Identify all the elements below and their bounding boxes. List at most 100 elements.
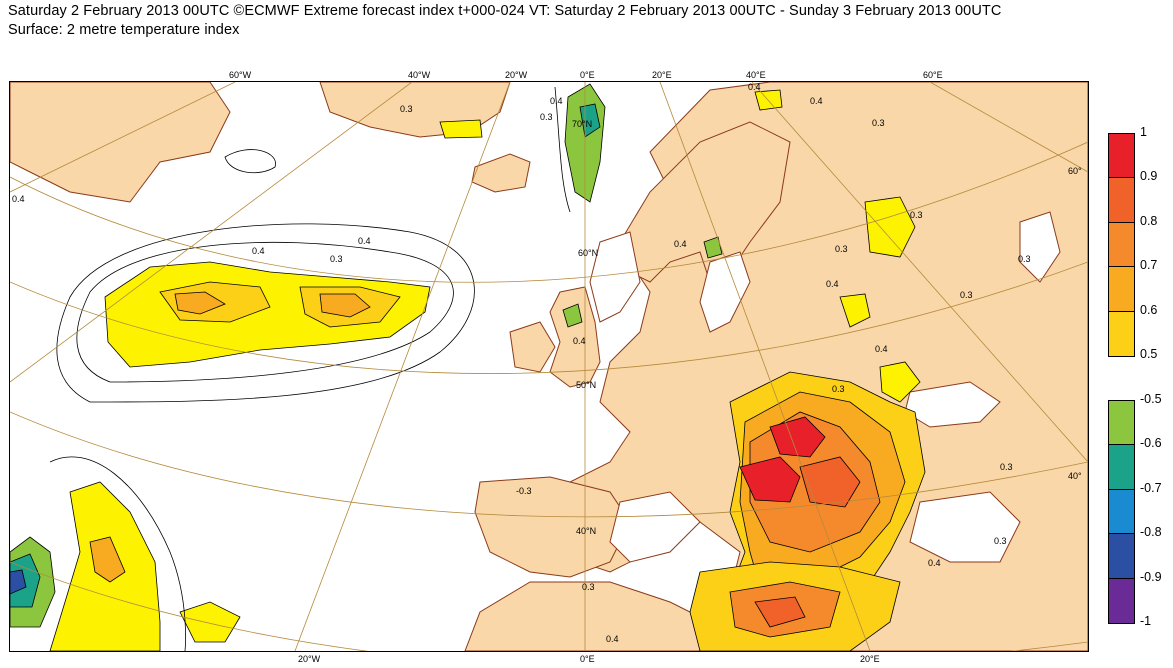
lon-label-top: 60°W xyxy=(229,70,252,80)
anomaly-russia-3 xyxy=(754,89,783,111)
map-canvas: 0.3 0.4 0.3 0.4 0.3 0.4 0.3 0.4 0.3 0.4 … xyxy=(10,82,1088,651)
contour-label: 0.3 xyxy=(1018,254,1031,264)
land-iberia xyxy=(474,476,631,578)
contour-label: 0.4 xyxy=(573,336,586,346)
anomaly-ukraine xyxy=(879,361,921,403)
contour-label: 0.3 xyxy=(1000,462,1013,472)
lon-60w xyxy=(10,82,236,193)
anomaly-layer xyxy=(10,83,926,651)
land-greenland xyxy=(319,82,511,138)
lat-50n xyxy=(10,261,1088,374)
legend-label: 0.9 xyxy=(1140,169,1158,184)
sea-mediterranean-east xyxy=(909,491,1021,563)
sea-layer xyxy=(589,211,1061,563)
lon-label-top: 20°W xyxy=(505,70,528,80)
legend-swatch xyxy=(1108,444,1135,490)
land-great-britain xyxy=(549,286,601,388)
lon-20e xyxy=(659,82,871,651)
legend-label: -0.7 xyxy=(1140,480,1162,495)
contour-lines xyxy=(49,86,571,651)
legend-swatch xyxy=(1108,266,1135,312)
contour-label: 0.4 xyxy=(358,236,371,246)
contour-labels: 0.3 0.4 0.3 0.4 0.3 0.4 0.3 0.4 0.3 0.4 … xyxy=(12,82,1082,644)
legend-swatch xyxy=(1108,533,1135,579)
lon-label-top: 40°E xyxy=(746,70,766,80)
legend-label: -0.6 xyxy=(1140,436,1162,451)
contour-atlantic xyxy=(76,241,454,383)
lat-label-inner: 70°N xyxy=(572,119,592,129)
contour-label: 0.3 xyxy=(994,536,1007,546)
legend-swatch xyxy=(1108,310,1135,357)
contour-label: 0.4 xyxy=(550,96,563,106)
lat-30n xyxy=(10,561,1088,651)
legend-swatch xyxy=(1108,400,1135,446)
lon-label-bottom: 20°E xyxy=(860,654,880,664)
contour-label: 0.4 xyxy=(810,96,823,106)
contour-label: 0.3 xyxy=(872,118,885,128)
sea-mediterranean-west xyxy=(609,491,701,563)
contour-label: 0.3 xyxy=(832,384,845,394)
legend-label: -0.8 xyxy=(1140,525,1162,540)
contour-label: 0.4 xyxy=(12,194,25,204)
land-labrador xyxy=(10,82,231,203)
legend-label: -0.9 xyxy=(1140,569,1162,584)
lat-label-inner: 50°N xyxy=(576,380,596,390)
map-area: 0.3 0.4 0.3 0.4 0.3 0.4 0.3 0.4 0.3 0.4 … xyxy=(9,81,1089,652)
title-line-1: Saturday 2 February 2013 00UTC ©ECMWF Ex… xyxy=(8,3,1002,19)
lon-label-top: 40°W xyxy=(408,70,431,80)
legend-label: 0.7 xyxy=(1140,258,1158,273)
legend-label: 0.8 xyxy=(1140,213,1158,228)
anomaly-west-blue xyxy=(10,569,27,595)
contour-atlantic-outer xyxy=(56,223,475,403)
anomaly-sw-core xyxy=(89,536,126,583)
contour-label: 0.3 xyxy=(582,582,595,592)
lon-20w xyxy=(294,82,511,651)
anomaly-balkans-core2 xyxy=(739,456,801,503)
land-layer xyxy=(10,82,1088,651)
lat-label-inner: 40°N xyxy=(576,526,596,536)
anomaly-west-teal xyxy=(10,553,41,608)
anomaly-russia-1 xyxy=(864,196,916,258)
sea-baltic xyxy=(699,251,751,333)
lon-label-top: 0°E xyxy=(580,70,595,80)
contour-label: 0.3 xyxy=(400,104,413,114)
lon-label-bottom: 0°E xyxy=(580,654,595,664)
lon-label-top: 60°E xyxy=(923,70,943,80)
contour-label: 0.4 xyxy=(606,634,619,644)
anomaly-atlantic-core4 xyxy=(319,293,371,318)
legend-label: -1 xyxy=(1140,614,1152,628)
title-line-2: Surface: 2 metre temperature index xyxy=(8,22,240,38)
legend-label: 0.5 xyxy=(1140,347,1158,361)
land-ireland xyxy=(509,321,556,373)
legend-swatch xyxy=(1108,221,1135,268)
contour-label: 0.4 xyxy=(875,344,888,354)
legend-label: 1 xyxy=(1140,125,1147,139)
legend-label: 0.6 xyxy=(1140,302,1158,317)
lon-40w xyxy=(10,82,413,383)
sea-north xyxy=(589,231,641,323)
lat-label-right: 60° xyxy=(1068,166,1082,176)
contour-label: 0.4 xyxy=(252,246,265,256)
legend-swatch xyxy=(1108,488,1135,535)
legend-swatch xyxy=(1108,577,1135,624)
contour-label: 0.4 xyxy=(928,558,941,568)
contour-label: 0.4 xyxy=(826,279,839,289)
anomaly-baltic-green xyxy=(703,236,723,259)
contour-label: 0.3 xyxy=(910,210,923,220)
graticule xyxy=(10,82,1088,651)
contour-label: 0.3 xyxy=(960,290,973,300)
lat-label-inner: 60°N xyxy=(578,248,598,258)
anomaly-atlantic-core3 xyxy=(174,291,226,315)
contour-greenland xyxy=(224,149,276,174)
lat-40n xyxy=(10,411,1088,518)
anomaly-balkans-core3 xyxy=(799,456,861,508)
contour-label: 0.3 xyxy=(540,112,553,122)
anomaly-balkans-core1 xyxy=(769,416,826,458)
lat-60n xyxy=(10,141,1088,283)
contour-label: 0.4 xyxy=(674,239,687,249)
contour-label: -0.3 xyxy=(516,486,532,496)
sea-caspian xyxy=(1019,211,1061,283)
lon-label-bottom: 20°W xyxy=(298,654,321,664)
lon-60e xyxy=(929,82,1088,173)
lon-label-top: 20°E xyxy=(652,70,672,80)
